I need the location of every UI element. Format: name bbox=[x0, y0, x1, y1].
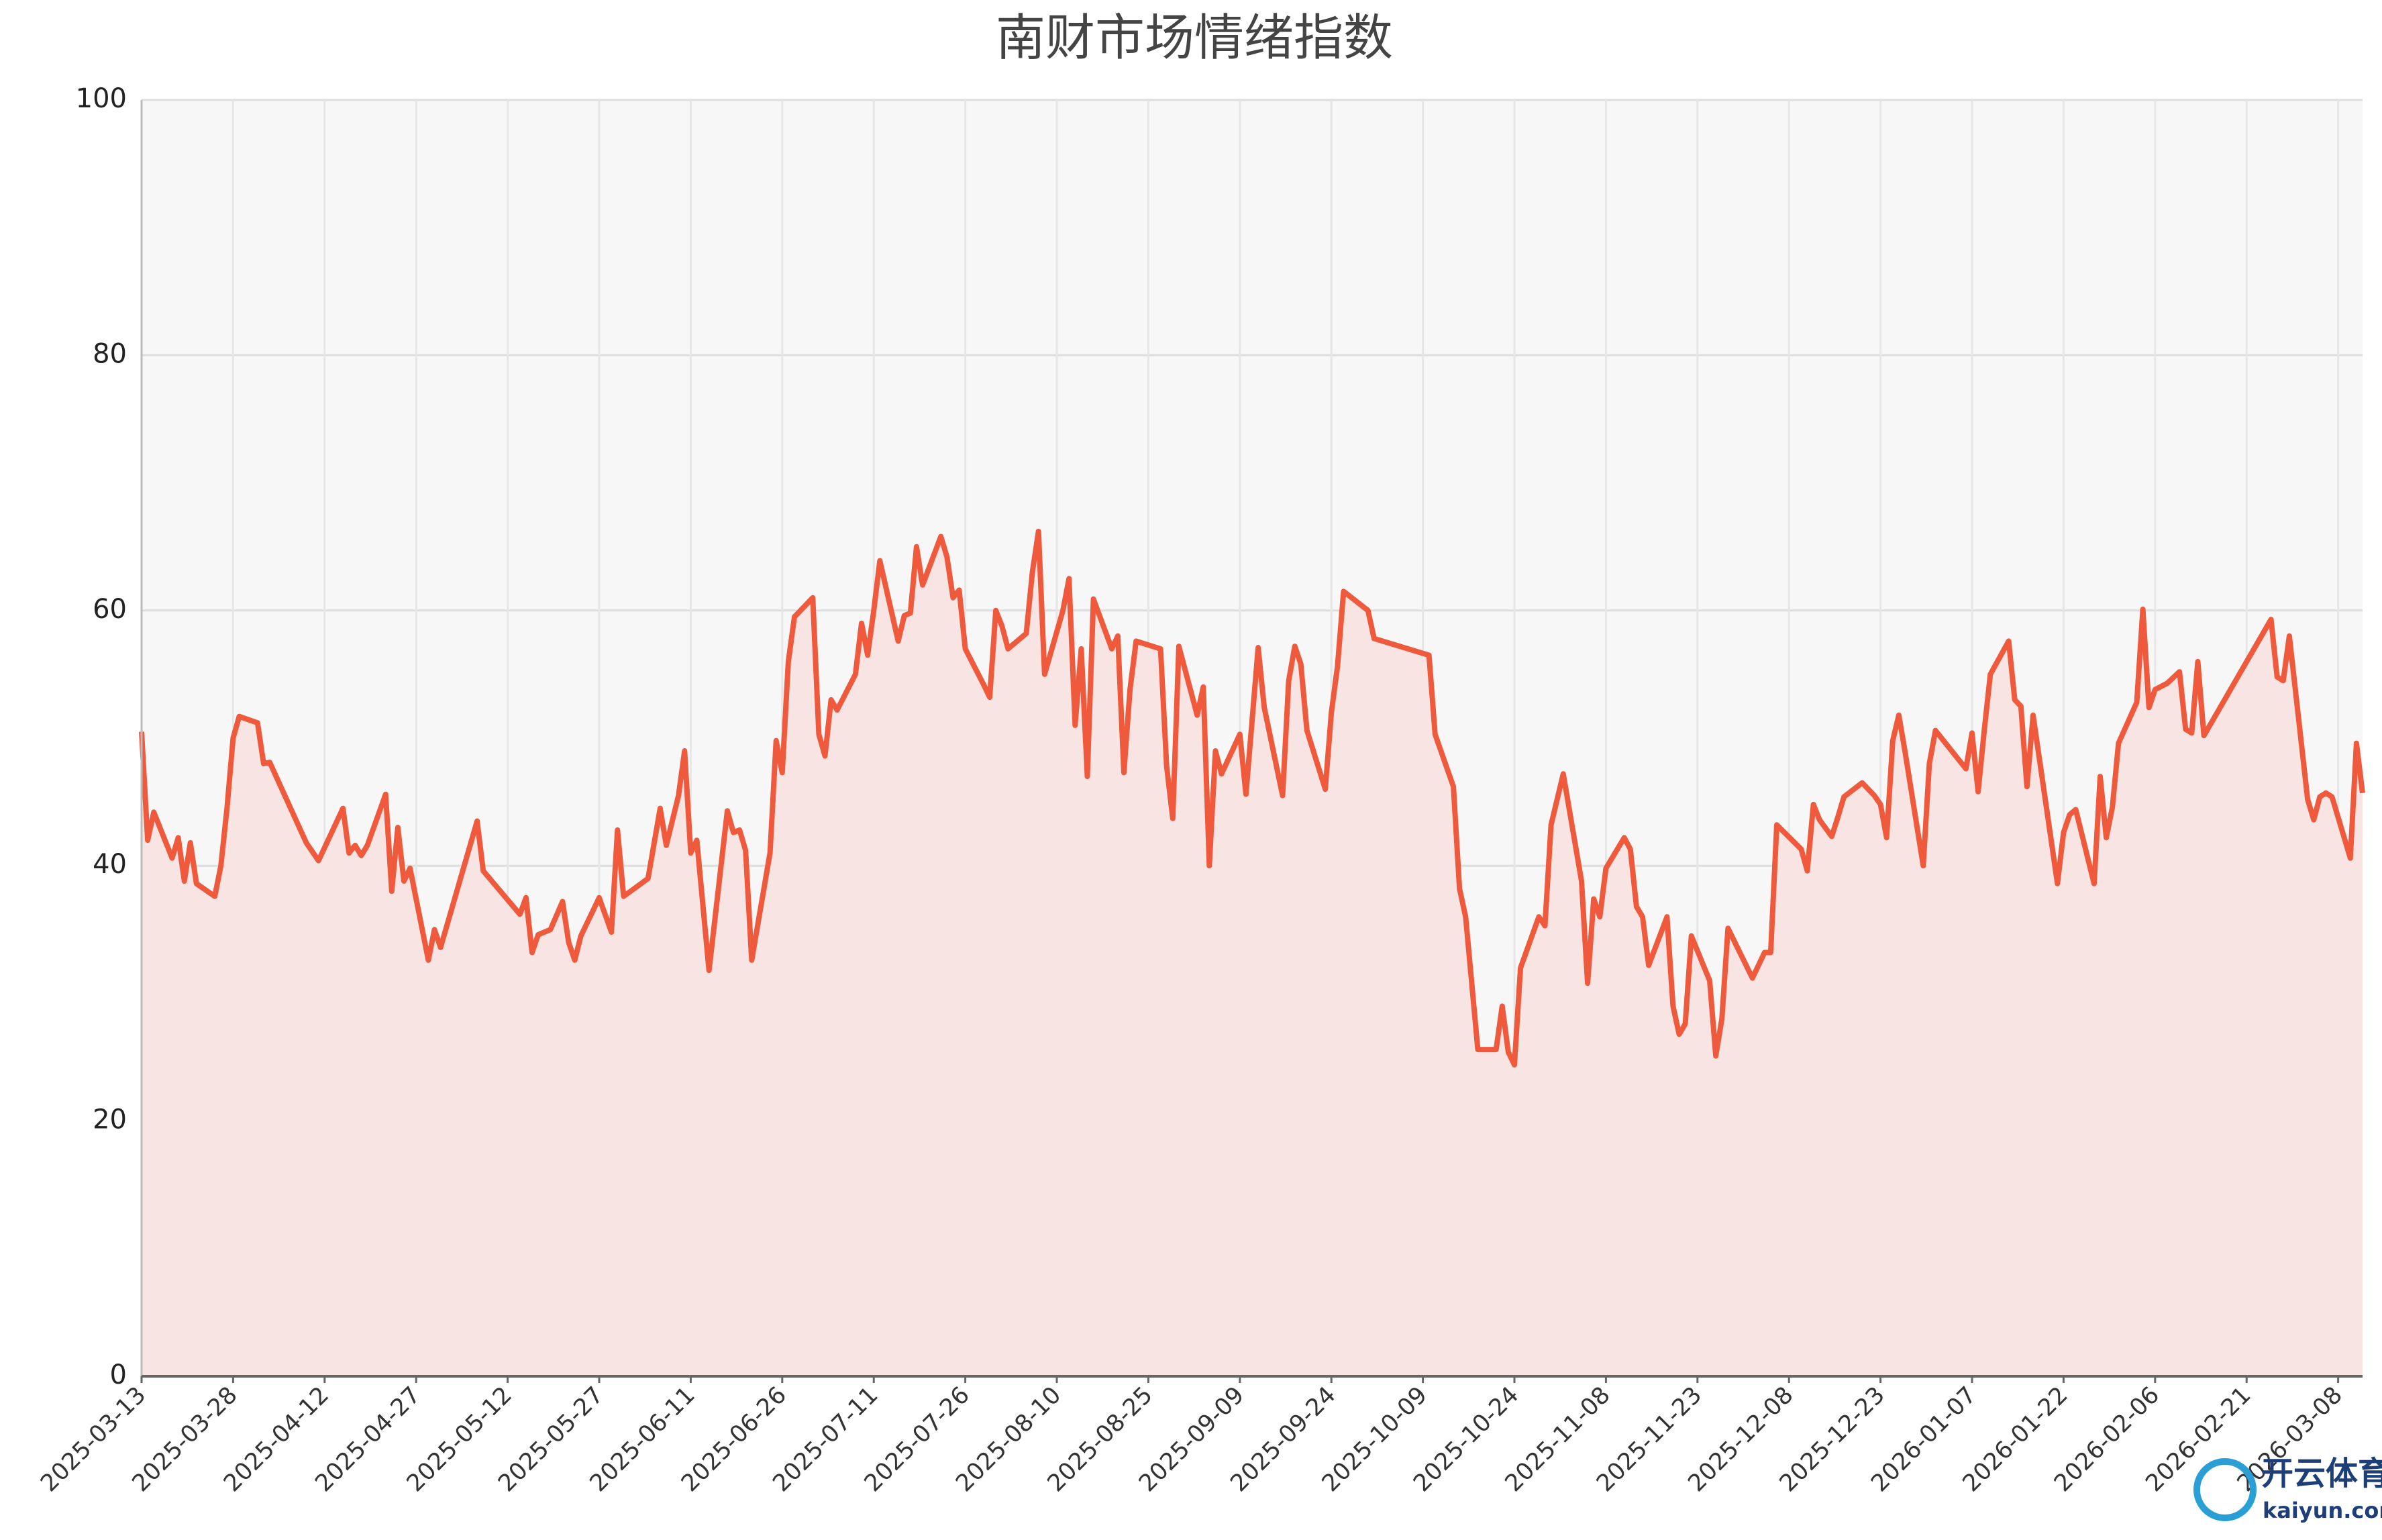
area bbox=[142, 531, 2363, 1376]
y-tick-label: 40 bbox=[93, 849, 127, 880]
chart-title: 南财市场情绪指数 bbox=[996, 9, 1393, 66]
y-tick-label: 80 bbox=[93, 338, 127, 369]
watermark-logo bbox=[2193, 1458, 2257, 1521]
y-tick-label: 20 bbox=[93, 1105, 127, 1135]
line bbox=[139, 528, 2365, 1068]
watermark: 开云体育 bbox=[2261, 1455, 2382, 1492]
y-tick-label: 0 bbox=[110, 1359, 127, 1390]
watermark: kaiyun.com bbox=[2263, 1498, 2382, 1523]
y-tick-label: 60 bbox=[93, 594, 127, 625]
y-tick-label: 100 bbox=[76, 83, 127, 114]
